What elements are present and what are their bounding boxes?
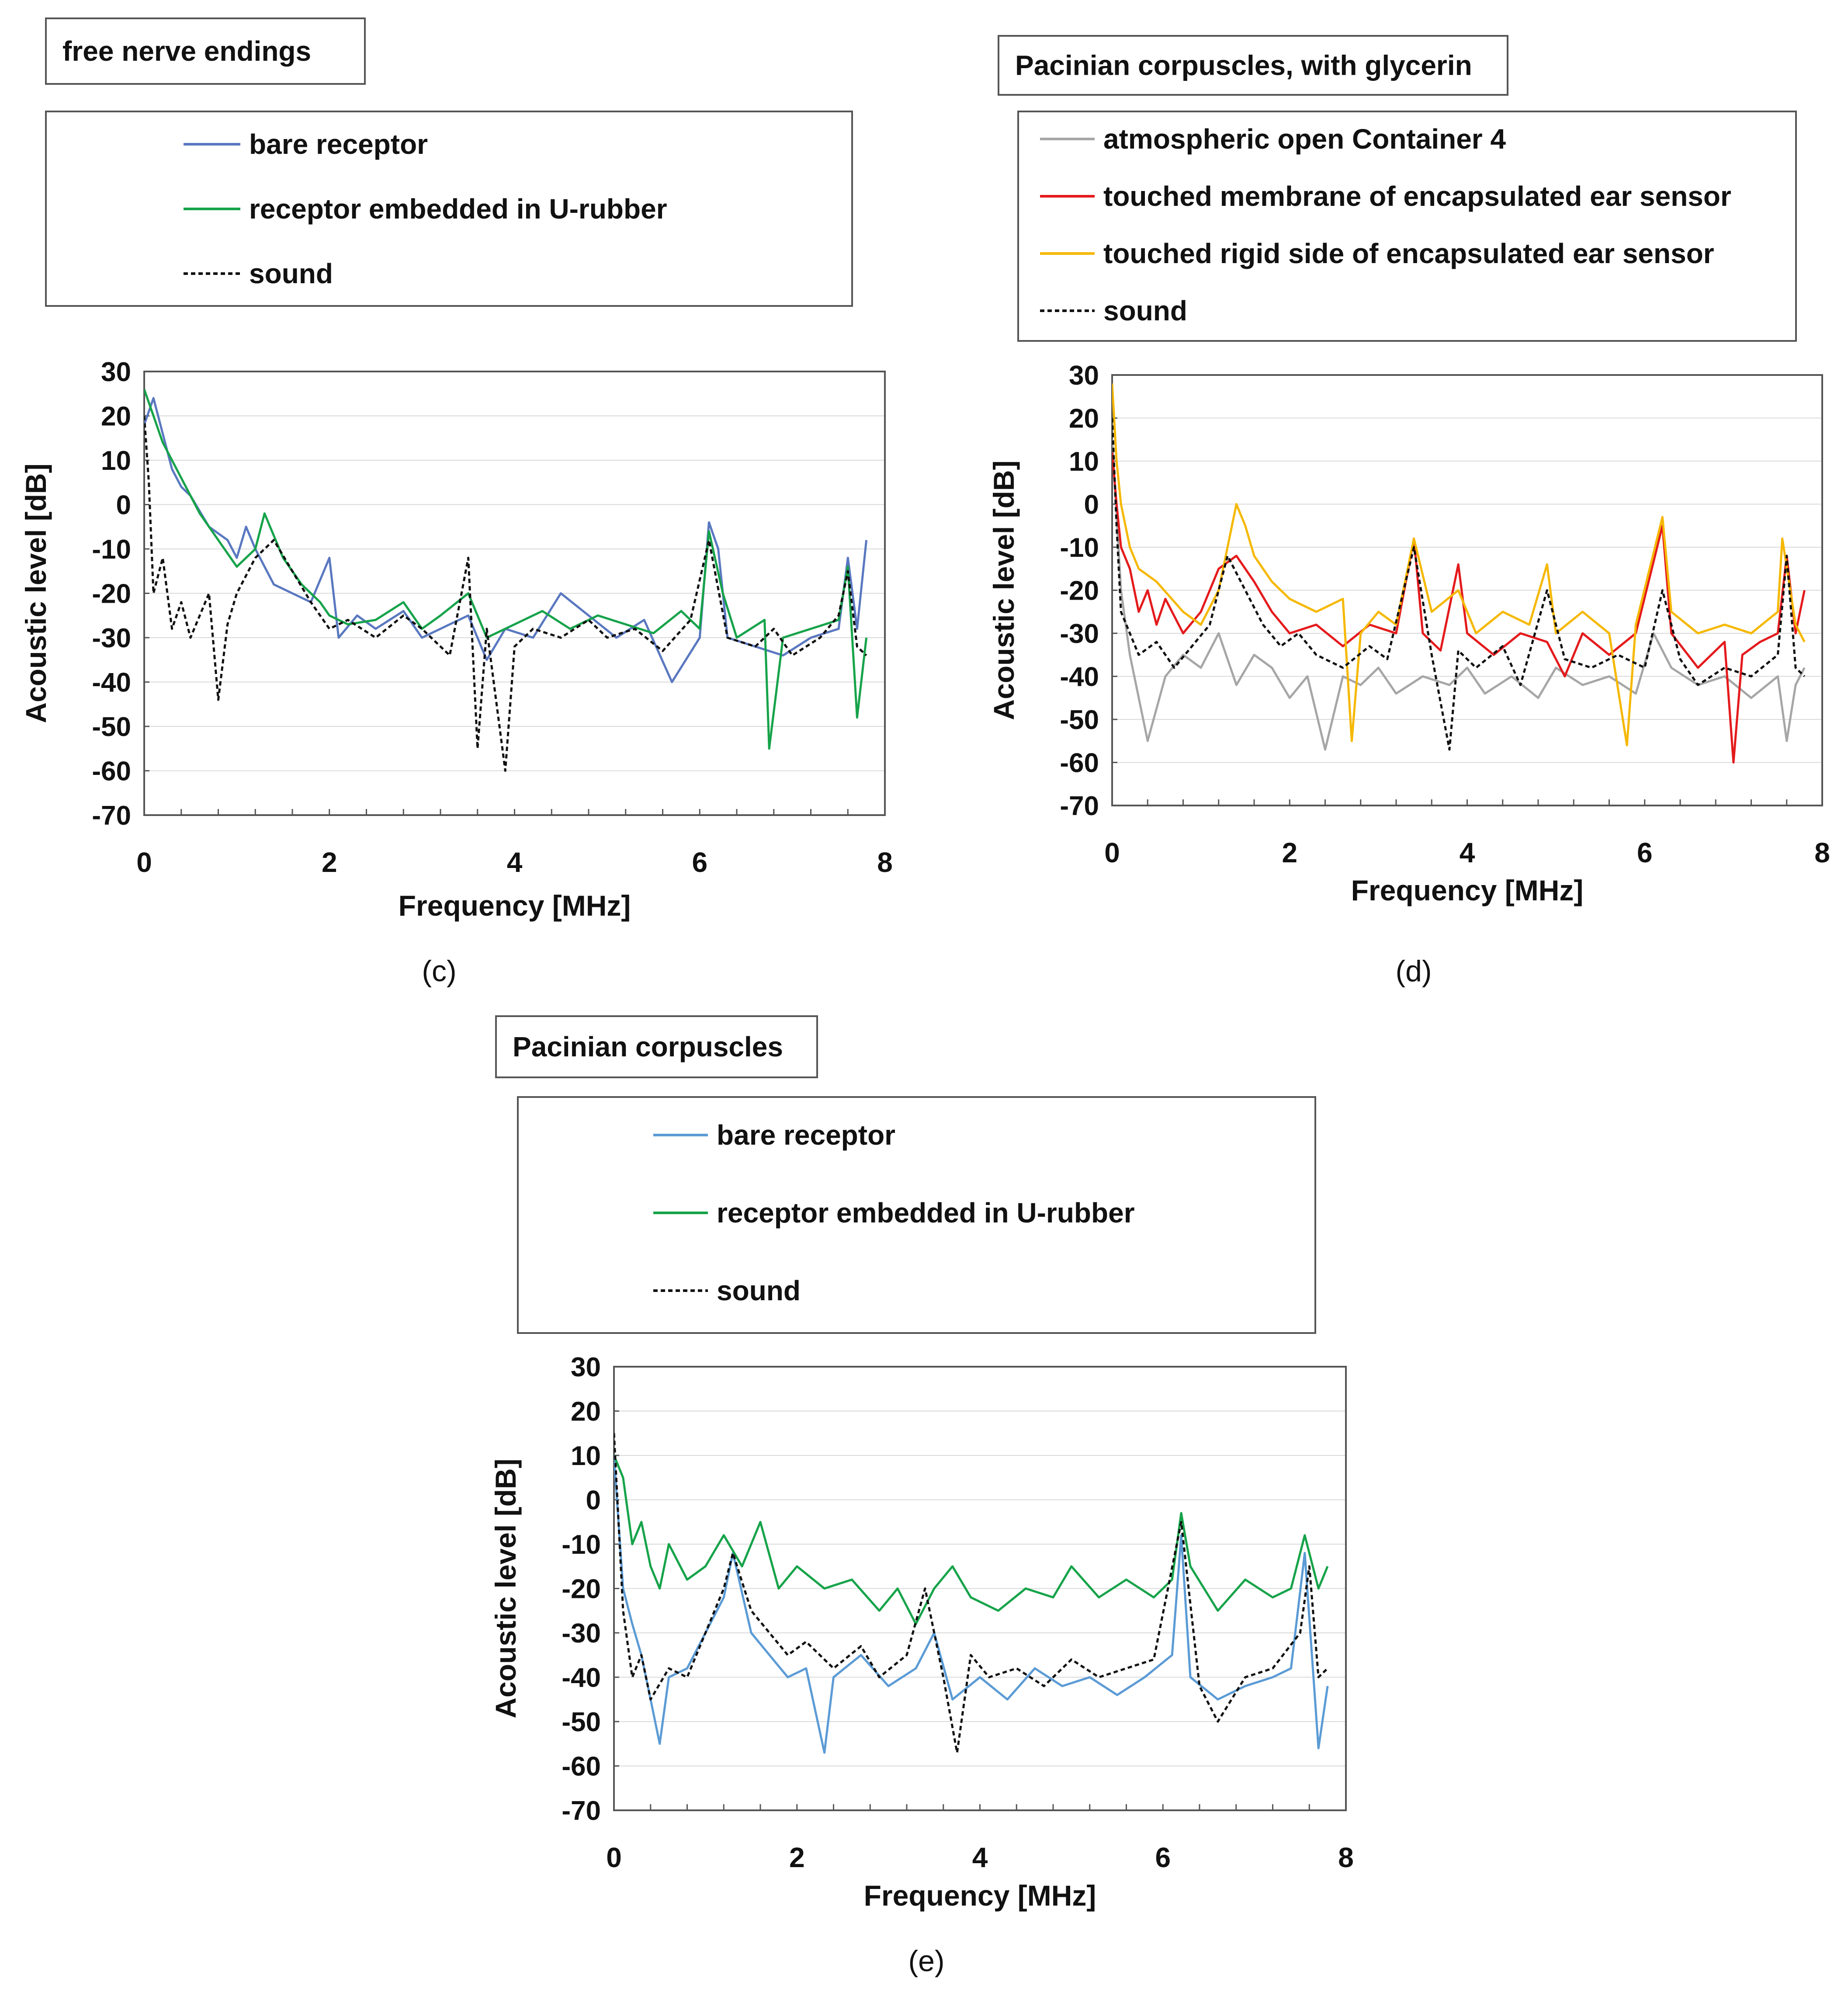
y-tick-label: 0: [1084, 490, 1099, 520]
y-tick-label: -20: [1060, 576, 1099, 606]
y-tick-label: -70: [562, 1796, 601, 1826]
legend-box: [1017, 111, 1797, 342]
y-tick-label: 30: [101, 357, 131, 387]
legend-box: [45, 111, 853, 307]
x-axis-label: Frequency [MHz]: [1351, 874, 1584, 906]
y-tick-label: -10: [1060, 533, 1099, 563]
y-tick-label: 10: [1069, 447, 1099, 477]
y-tick-label: -30: [562, 1618, 601, 1649]
y-tick-label: -10: [562, 1530, 601, 1560]
panel-caption: (c): [422, 955, 456, 988]
x-tick-label: 0: [606, 1842, 622, 1873]
y-tick-label: -30: [1060, 619, 1099, 649]
y-tick-label: 30: [1069, 361, 1099, 391]
legend-label: sound: [717, 1275, 801, 1306]
legend-label: sound: [249, 258, 333, 289]
chart-title: Pacinian corpuscles, with glycerin: [1015, 50, 1472, 81]
chart-panel-e: Pacinian corpuscles bare receptor receptor…: [489, 1015, 1354, 1978]
y-tick-label: -40: [1060, 662, 1099, 692]
y-tick-label: -10: [92, 535, 131, 565]
y-tick-label: -60: [562, 1752, 601, 1782]
y-axis-label: Acoustic level [dB]: [988, 460, 1020, 720]
y-tick-label: -70: [1060, 791, 1099, 821]
y-tick-label: -50: [1060, 705, 1099, 735]
x-tick-label: 2: [1282, 837, 1297, 868]
series-line-receptor-embedded-in-u-rubber: [144, 389, 868, 750]
legend-label: bare receptor: [249, 128, 428, 160]
x-tick-label: 0: [136, 847, 152, 878]
y-tick-label: -40: [562, 1663, 601, 1693]
y-tick-label: -50: [92, 712, 131, 742]
chart-title-box: [45, 17, 366, 85]
series-line-receptor-embedded-in-u-rubber: [614, 1455, 1329, 1625]
chart-title: Pacinian corpuscles: [513, 1031, 783, 1062]
series-line-sound: [614, 1433, 1328, 1754]
y-axis-label: Acoustic level [dB]: [489, 1458, 522, 1718]
legend-label: touched rigid side of encapsulated ear s…: [1103, 238, 1714, 269]
x-tick-label: 2: [322, 847, 337, 878]
series-line-touched-membrane-of-encapsulated-ear-sensor: [1112, 452, 1806, 764]
x-tick-label: 8: [1338, 1842, 1354, 1873]
x-tick-label: 6: [1155, 1842, 1171, 1873]
series-line-sound: [144, 416, 867, 772]
x-tick-label: 2: [789, 1842, 805, 1873]
chart-title-box: [495, 1015, 818, 1078]
x-tick-label: 0: [1104, 837, 1120, 868]
y-tick-label: -20: [92, 579, 131, 609]
chart-panel-d: Pacinian corpuscles, with glycerin atmosp…: [988, 35, 1830, 988]
x-tick-label: 8: [1814, 837, 1830, 868]
chart-title: free nerve endings: [62, 35, 311, 67]
legend-label: bare receptor: [717, 1119, 895, 1151]
y-tick-label: -60: [1060, 748, 1099, 778]
series-line-bare-receptor: [144, 397, 868, 683]
legend-label: receptor embedded in U-rubber: [717, 1197, 1135, 1229]
y-tick-label: 0: [116, 490, 131, 521]
x-tick-label: 4: [507, 847, 523, 878]
chart-panel-c: free nerve endings bare receptor receptor …: [20, 17, 893, 988]
x-tick-label: 4: [1460, 837, 1475, 868]
x-tick-label: 4: [972, 1842, 988, 1873]
legend-label: touched membrane of encapsulated ear sen…: [1103, 181, 1731, 212]
y-tick-label: -50: [562, 1707, 601, 1737]
y-tick-label: 20: [571, 1397, 601, 1427]
chart-title-box: [998, 35, 1508, 96]
y-tick-label: -40: [92, 668, 131, 698]
legend-box: [517, 1096, 1316, 1334]
y-tick-label: -60: [92, 757, 131, 787]
legend-label: receptor embedded in U-rubber: [249, 193, 667, 225]
y-tick-label: 10: [101, 446, 131, 476]
series-line-bare-receptor: [614, 1455, 1329, 1754]
y-tick-label: 30: [571, 1352, 601, 1382]
y-tick-label: -20: [562, 1574, 601, 1604]
y-tick-label: 20: [1069, 404, 1099, 434]
y-tick-label: 0: [586, 1486, 601, 1516]
panel-caption: (e): [908, 1944, 944, 1978]
y-tick-label: 20: [101, 402, 131, 432]
x-tick-label: 6: [1637, 837, 1653, 868]
legend-label: atmospheric open Container 4: [1103, 123, 1506, 155]
x-tick-label: 6: [692, 847, 707, 878]
x-axis-label: Frequency [MHz]: [399, 889, 631, 922]
y-tick-label: -30: [92, 623, 131, 653]
x-axis-label: Frequency [MHz]: [864, 1879, 1096, 1912]
panel-caption: (d): [1395, 955, 1432, 988]
y-tick-label: 10: [571, 1441, 601, 1471]
y-axis-label: Acoustic level [dB]: [20, 463, 52, 723]
x-tick-label: 8: [877, 847, 893, 878]
series-line-sound: [1112, 418, 1806, 751]
legend-label: sound: [1103, 295, 1187, 326]
y-tick-label: -70: [92, 801, 131, 831]
series-line-touched-rigid-side-of-encapsulated-ear-sensor: [1112, 383, 1806, 747]
